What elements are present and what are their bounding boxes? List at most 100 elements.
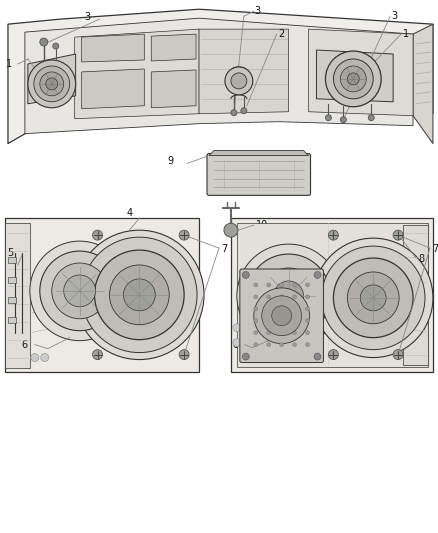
Circle shape [241, 108, 247, 114]
Circle shape [393, 350, 403, 360]
Circle shape [340, 66, 366, 92]
Text: 5: 5 [8, 248, 14, 258]
Circle shape [254, 319, 258, 323]
Circle shape [225, 67, 253, 95]
Text: 3: 3 [391, 11, 397, 21]
Circle shape [179, 350, 189, 360]
Circle shape [254, 330, 258, 335]
Circle shape [293, 307, 297, 311]
Circle shape [314, 271, 321, 278]
Circle shape [254, 288, 310, 344]
Circle shape [30, 241, 129, 341]
Circle shape [52, 263, 107, 319]
Text: 6: 6 [22, 340, 28, 350]
Circle shape [267, 343, 271, 346]
Circle shape [293, 295, 297, 299]
Circle shape [340, 117, 346, 123]
Text: 9: 9 [167, 157, 173, 166]
Circle shape [254, 295, 258, 299]
Circle shape [224, 223, 238, 237]
Circle shape [306, 295, 310, 299]
Circle shape [321, 246, 425, 350]
Circle shape [262, 296, 302, 336]
Circle shape [40, 72, 64, 96]
Circle shape [53, 43, 59, 49]
Polygon shape [413, 24, 433, 143]
Polygon shape [8, 9, 433, 143]
Polygon shape [209, 150, 308, 156]
Circle shape [393, 230, 403, 240]
Circle shape [92, 230, 102, 240]
Circle shape [293, 283, 297, 287]
Bar [8, 277, 16, 283]
Polygon shape [237, 223, 428, 367]
Circle shape [231, 73, 247, 89]
Bar [8, 257, 16, 263]
Circle shape [280, 283, 284, 287]
Polygon shape [151, 34, 196, 61]
Circle shape [41, 353, 49, 361]
Circle shape [333, 258, 413, 338]
Circle shape [328, 230, 339, 240]
Polygon shape [308, 29, 413, 116]
Circle shape [306, 343, 310, 346]
Circle shape [306, 307, 310, 311]
Polygon shape [231, 218, 433, 373]
Circle shape [328, 350, 339, 360]
Polygon shape [28, 54, 76, 104]
Circle shape [31, 353, 39, 361]
Circle shape [325, 51, 381, 107]
Circle shape [347, 73, 359, 85]
Text: 2: 2 [279, 29, 285, 39]
Circle shape [280, 307, 284, 311]
Text: 4: 4 [126, 208, 132, 218]
Circle shape [28, 60, 76, 108]
Circle shape [280, 295, 284, 299]
Circle shape [368, 115, 374, 120]
Circle shape [272, 306, 292, 326]
Circle shape [247, 254, 330, 338]
Circle shape [237, 244, 340, 348]
Circle shape [314, 238, 433, 358]
Polygon shape [25, 18, 413, 134]
Circle shape [254, 283, 258, 287]
Circle shape [74, 230, 204, 360]
Circle shape [46, 78, 58, 90]
Text: 3: 3 [85, 12, 91, 22]
Text: 1: 1 [6, 59, 12, 69]
Circle shape [242, 353, 249, 360]
Circle shape [280, 330, 284, 335]
Circle shape [40, 251, 120, 330]
Circle shape [325, 115, 332, 120]
Circle shape [233, 338, 241, 346]
Circle shape [267, 307, 271, 311]
Circle shape [233, 324, 241, 332]
Circle shape [274, 281, 304, 311]
Text: 3: 3 [255, 6, 261, 16]
Circle shape [293, 319, 297, 323]
Polygon shape [81, 69, 144, 109]
Circle shape [110, 265, 169, 325]
Circle shape [95, 250, 184, 340]
Polygon shape [151, 70, 196, 108]
Circle shape [81, 237, 197, 353]
Text: 6: 6 [233, 340, 239, 350]
Polygon shape [199, 29, 289, 114]
Circle shape [261, 268, 317, 324]
Circle shape [347, 272, 399, 324]
Circle shape [231, 110, 237, 116]
Circle shape [267, 283, 271, 287]
Circle shape [280, 343, 284, 346]
Circle shape [306, 330, 310, 335]
Circle shape [333, 59, 373, 99]
FancyBboxPatch shape [240, 269, 323, 362]
Text: 1: 1 [403, 29, 409, 39]
Circle shape [92, 350, 102, 360]
FancyBboxPatch shape [207, 154, 311, 195]
Circle shape [267, 330, 271, 335]
Circle shape [34, 66, 70, 102]
Text: 7: 7 [221, 244, 227, 254]
Circle shape [124, 279, 155, 311]
Polygon shape [403, 225, 428, 365]
Polygon shape [81, 34, 144, 62]
